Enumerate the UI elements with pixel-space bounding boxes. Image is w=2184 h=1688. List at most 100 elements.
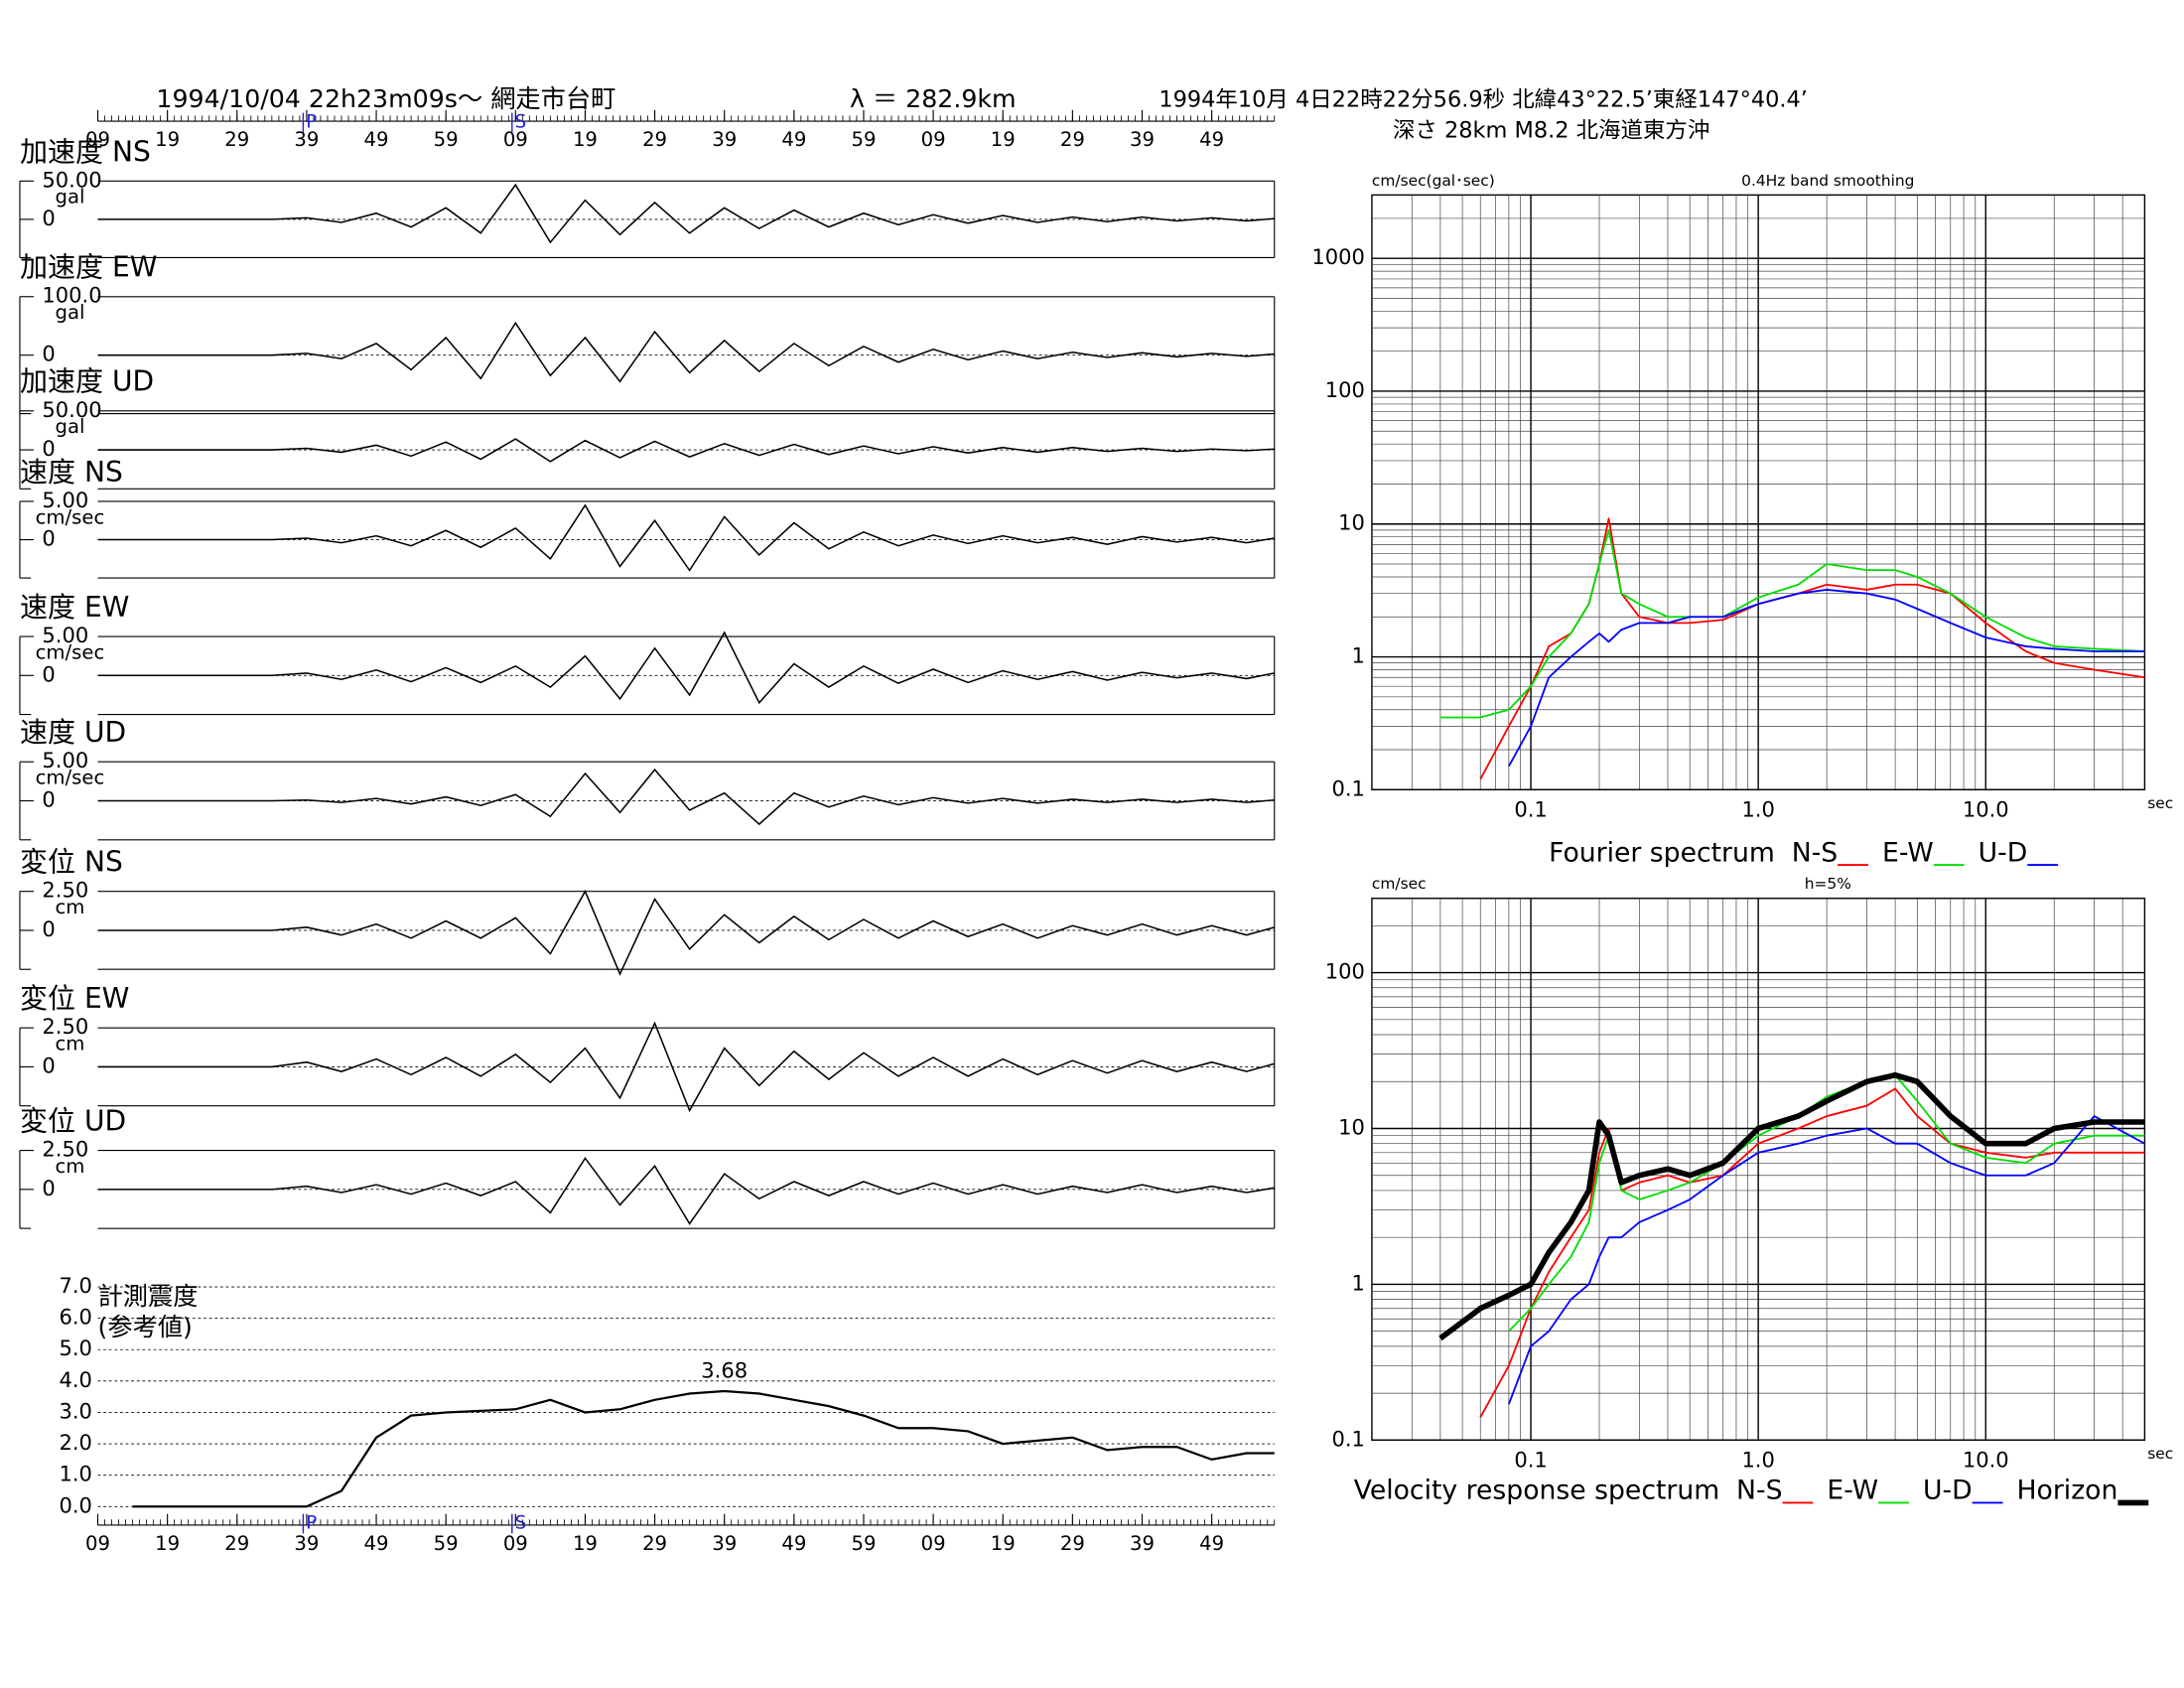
y-tick-label: 0 — [42, 1053, 55, 1077]
panel-title: 速度 EW — [20, 591, 129, 624]
x-tick-label: 29 — [1060, 1532, 1085, 1555]
legend-label: U-D — [1979, 837, 2028, 868]
y-tick-label: 2.50 — [42, 1137, 88, 1162]
waveform — [97, 183, 1275, 244]
header-event: 1994年10月 4日22時22分56.9秒 北緯43°22.5’東経147°4… — [1159, 86, 1808, 112]
y-tick-label: 3.0 — [59, 1398, 91, 1423]
legend-label: Horizon — [2017, 1476, 2118, 1506]
y-axis-label: cm/sec — [1372, 875, 1427, 893]
header-lambda: λ ＝ 282.9km — [850, 84, 1017, 113]
x-tick-label: 10.0 — [1963, 796, 2009, 821]
y-tick-label: 7.0 — [59, 1273, 91, 1298]
unit-label: cm/sec — [36, 505, 105, 528]
unit-label: cm/sec — [36, 640, 105, 663]
y-tick-label: 1 — [1352, 1270, 1365, 1295]
panel-title: 変位 UD — [20, 1105, 126, 1138]
panel-subtitle: (参考値) — [98, 1313, 193, 1341]
y-tick-label: 5.0 — [59, 1336, 91, 1360]
panel-title: 加速度 EW — [20, 251, 158, 284]
unit-label: cm — [56, 1155, 85, 1178]
x-tick-label: 09 — [921, 128, 946, 151]
y-tick-label: 5.00 — [42, 623, 88, 647]
y-tick-label: 0 — [42, 342, 55, 366]
panel-title: 計測震度 — [98, 1282, 199, 1311]
x-tick-label: 49 — [781, 1532, 806, 1555]
unit-label: gal — [55, 301, 84, 324]
y-tick-label: 0.1 — [1331, 775, 1364, 800]
x-tick-label: 29 — [642, 1532, 667, 1555]
x-tick-label: 09 — [503, 128, 528, 151]
x-tick-label: 59 — [434, 1532, 459, 1555]
x-tick-label: 09 — [921, 1532, 946, 1555]
phase-label: S — [515, 111, 527, 132]
x-tick-label: 39 — [712, 1532, 737, 1555]
intensity-line — [132, 1389, 1275, 1508]
y-axis-label: cm/sec(gal･sec) — [1372, 172, 1495, 190]
legend-title: Velocity response spectrum — [1354, 1476, 1720, 1506]
x-tick-label: 10.0 — [1963, 1447, 2009, 1472]
y-tick-label: 10 — [1338, 510, 1365, 535]
x-tick-label: 19 — [155, 128, 180, 151]
y-tick-label: 10 — [1338, 1114, 1365, 1139]
x-tick-label: 49 — [364, 1532, 389, 1555]
y-tick-label: 0 — [42, 436, 55, 461]
series-line — [1508, 589, 2145, 768]
panel-title: 速度 UD — [20, 716, 126, 749]
legend-title: Fourier spectrum — [1549, 837, 1775, 868]
panel-title: 加速度 UD — [20, 365, 154, 398]
phase-label: P — [306, 111, 317, 132]
x-tick-label: 09 — [85, 128, 110, 151]
series-line — [1479, 1087, 2145, 1418]
header-event2: 深さ 28km M8.2 北海道東方沖 — [1393, 117, 1709, 143]
waveform — [97, 631, 1275, 705]
legend-label: N-S — [1736, 1476, 1782, 1506]
phase-label: P — [306, 1512, 317, 1533]
header-left: 1994/10/04 22h23m09s〜 網走市台町 — [156, 84, 615, 113]
x-tick-label: 1.0 — [1741, 1447, 1774, 1472]
x-tick-label: 09 — [503, 1532, 528, 1555]
y-tick-label: 100 — [1325, 959, 1365, 984]
x-tick-label: 49 — [1199, 1532, 1224, 1555]
y-tick-label: 0 — [42, 206, 55, 230]
x-tick-label: 39 — [712, 128, 737, 151]
y-tick-label: 6.0 — [59, 1305, 91, 1330]
y-tick-label: 1000 — [1311, 244, 1364, 269]
y-tick-label: 2.50 — [42, 1014, 88, 1039]
series-line — [1438, 1071, 2145, 1341]
note: h=5% — [1805, 875, 1851, 893]
x-tick-label: 19 — [155, 1532, 180, 1555]
y-tick-label: 50.00 — [42, 397, 101, 422]
y-tick-label: 4.0 — [59, 1367, 91, 1392]
legend-label: E-W — [1827, 1476, 1878, 1506]
x-tick-label: 49 — [1199, 128, 1224, 151]
panel-title: 変位 NS — [20, 846, 123, 879]
y-tick-label: 0 — [42, 526, 55, 551]
waveform — [97, 503, 1275, 572]
x-axis-label: sec — [2147, 1445, 2173, 1463]
y-tick-label: 0 — [42, 787, 55, 812]
waveform — [97, 438, 1275, 463]
y-tick-label: 100.0 — [42, 283, 101, 308]
note: 0.4Hz band smoothing — [1741, 172, 1914, 190]
x-tick-label: 09 — [85, 1532, 110, 1555]
legend-label: E-W — [1882, 837, 1934, 868]
x-tick-label: 19 — [991, 128, 1016, 151]
unit-label: cm — [56, 896, 85, 918]
x-tick-label: 19 — [573, 128, 598, 151]
x-tick-label: 19 — [991, 1532, 1016, 1555]
peak-label: 3.68 — [701, 1357, 748, 1382]
y-tick-label: 2.50 — [42, 878, 88, 903]
series-line — [1508, 1115, 2145, 1405]
panel-title: 変位 EW — [20, 982, 129, 1015]
y-tick-label: 1.0 — [59, 1462, 91, 1486]
y-tick-label: 5.00 — [42, 748, 88, 773]
x-tick-label: 29 — [642, 128, 667, 151]
x-tick-label: 0.1 — [1514, 1447, 1547, 1472]
y-tick-label: 0.1 — [1331, 1426, 1364, 1451]
unit-label: cm — [56, 1032, 85, 1055]
y-tick-label: 0.0 — [59, 1492, 91, 1517]
unit-label: gal — [55, 186, 84, 209]
waveform — [97, 1021, 1275, 1113]
